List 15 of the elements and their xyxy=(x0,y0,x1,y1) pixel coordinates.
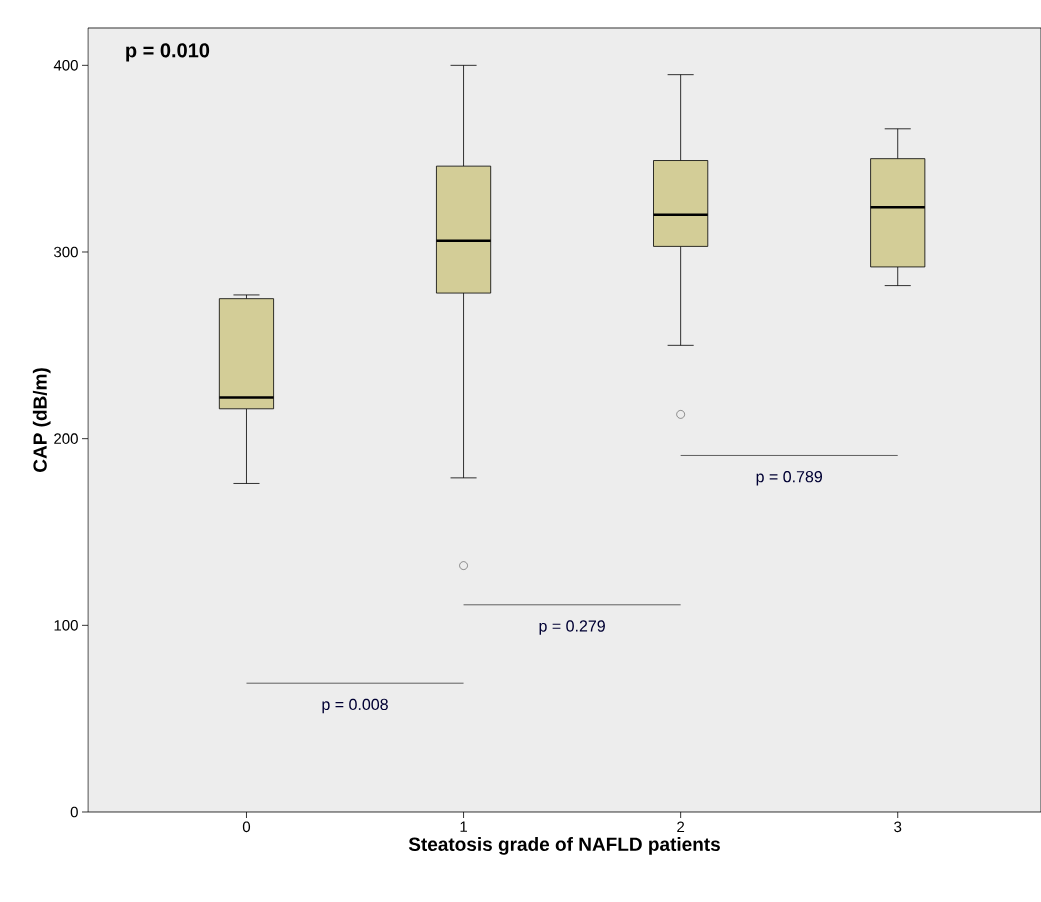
x-tick-label: 0 xyxy=(242,821,251,833)
y-tick-label: 100 xyxy=(54,620,78,631)
x-tick-label: 3 xyxy=(894,821,902,833)
annotation: p = 0.279 xyxy=(539,620,605,635)
y-tick-label: 400 xyxy=(53,60,78,71)
annotation: p = 0.008 xyxy=(322,698,388,714)
y-tick-label: 0 xyxy=(70,806,78,818)
y-axis-title: CAP (dB/m) xyxy=(32,368,51,472)
y-tick-label: 300 xyxy=(54,246,78,258)
y-tick-label: 200 xyxy=(54,433,78,444)
x-axis-title: Steatosis grade of NAFLD patients xyxy=(408,837,720,855)
x-tick-label: 1 xyxy=(460,821,467,832)
x-tick-label: 2 xyxy=(677,821,685,833)
annotation: p = 0.789 xyxy=(756,471,822,486)
annotation: p = 0.010 xyxy=(126,43,210,62)
